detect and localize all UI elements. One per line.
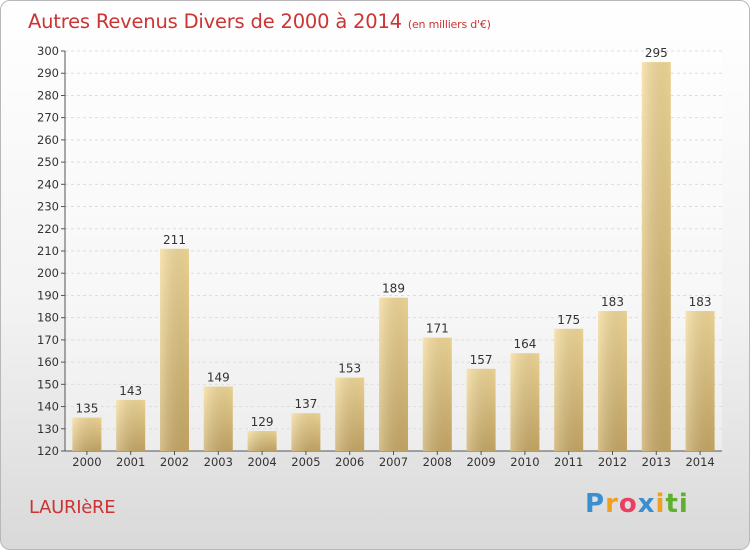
x-tick-label: 2011 [554, 455, 583, 469]
data-label: 175 [557, 313, 580, 327]
data-label: 149 [207, 371, 230, 385]
x-tick-label: 2008 [423, 455, 452, 469]
x-tick-label: 2003 [204, 455, 233, 469]
chart-title-text: Autres Revenus Divers de 2000 à 2014 [28, 10, 402, 33]
data-label: 157 [470, 353, 493, 367]
x-tick-label: 2007 [379, 455, 408, 469]
y-tick-label: 200 [37, 266, 59, 280]
bar-shade [685, 311, 715, 451]
bar-shade [422, 337, 452, 451]
data-label: 183 [601, 295, 624, 309]
x-tick-label: 2001 [116, 455, 145, 469]
y-tick-label: 270 [37, 111, 59, 125]
data-label: 295 [645, 46, 668, 60]
y-tick-label: 180 [37, 311, 59, 325]
y-tick-label: 230 [37, 200, 59, 214]
y-tick-label: 140 [37, 400, 59, 414]
logo-letter: r [605, 489, 619, 519]
bar-shade [554, 328, 584, 451]
x-tick-label: 2009 [466, 455, 495, 469]
bar-shade [116, 399, 146, 451]
y-tick-label: 210 [37, 244, 59, 258]
bar-shade [160, 248, 189, 451]
y-tick-label: 240 [37, 177, 59, 191]
data-label: 137 [294, 397, 317, 411]
bar-shade [203, 386, 233, 451]
chart-title: Autres Revenus Divers de 2000 à 2014 (en … [28, 10, 491, 33]
logo-letter: ti [665, 489, 689, 519]
x-tick-label: 2010 [510, 455, 539, 469]
y-tick-label: 160 [37, 355, 59, 369]
data-label: 153 [338, 362, 361, 376]
chart-unit: (en milliers d'€) [407, 18, 491, 31]
bar-shade [510, 353, 540, 451]
logo-letter: x [637, 489, 656, 519]
x-tick-label: 2013 [642, 455, 671, 469]
y-tick-label: 250 [37, 155, 59, 169]
data-label: 143 [119, 384, 142, 398]
y-tick-label: 190 [37, 288, 59, 302]
x-tick-label: 2002 [160, 455, 189, 469]
x-tick-label: 2006 [335, 455, 364, 469]
data-label: 171 [426, 322, 449, 336]
bar-shade [335, 377, 365, 451]
x-tick-label: 2004 [247, 455, 276, 469]
data-label: 183 [689, 295, 712, 309]
data-label: 189 [382, 282, 405, 296]
bar-shade [291, 413, 321, 451]
y-tick-label: 300 [37, 44, 59, 58]
y-tick-label: 170 [37, 333, 59, 347]
bar-shade [466, 368, 496, 451]
bar-shade [72, 417, 102, 451]
proxiti-logo: Proxiti [585, 489, 689, 519]
x-tick-label: 2014 [685, 455, 714, 469]
data-label: 129 [251, 415, 274, 429]
y-tick-label: 290 [37, 66, 59, 80]
x-tick-label: 2000 [72, 455, 101, 469]
y-tick-label: 130 [37, 422, 59, 436]
bar-shade [641, 62, 671, 451]
bar-shade [247, 431, 277, 451]
logo-letter: P [585, 489, 606, 519]
y-tick-label: 220 [37, 222, 59, 236]
data-label: 135 [75, 402, 98, 416]
y-tick-label: 120 [37, 444, 59, 458]
bar-shade [598, 311, 627, 451]
y-tick-label: 150 [37, 377, 59, 391]
logo-letter: i [655, 489, 666, 519]
y-tick-label: 280 [37, 88, 59, 102]
x-tick-label: 2012 [598, 455, 627, 469]
data-label: 164 [513, 337, 536, 351]
x-tick-label: 2005 [291, 455, 320, 469]
data-label: 211 [163, 233, 186, 247]
y-tick-label: 260 [37, 133, 59, 147]
bar-shade [379, 297, 408, 451]
logo-letter: o [618, 489, 638, 519]
city-name: LAURIèRE [29, 497, 116, 518]
